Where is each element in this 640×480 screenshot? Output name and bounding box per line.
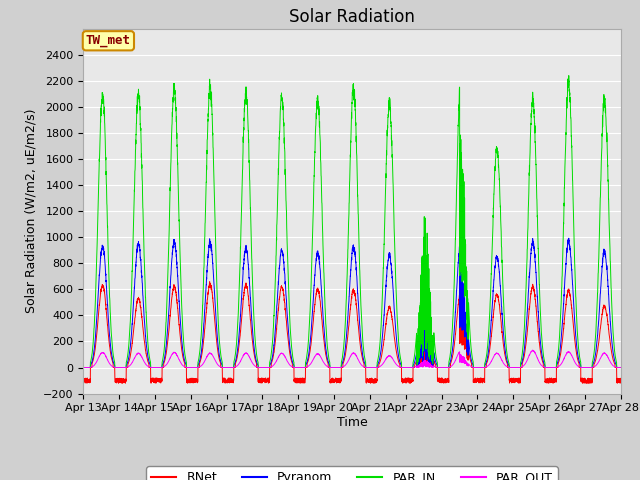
PAR_IN — [503, 349, 511, 355]
RNet — [503, 360, 511, 366]
RNet — [176, 329, 184, 335]
Pyranom — [176, 310, 184, 315]
RNet — [617, 375, 625, 381]
PAR_IN — [472, 365, 480, 371]
Line: Pyranom: Pyranom — [83, 238, 621, 368]
PAR_OUT — [616, 365, 624, 371]
RNet — [616, 376, 624, 382]
Pyranom — [79, 365, 87, 371]
Text: TW_met: TW_met — [86, 34, 131, 47]
Pyranom — [617, 365, 625, 371]
Pyranom — [443, 365, 451, 371]
Pyranom — [503, 357, 511, 362]
PAR_IN — [617, 365, 625, 371]
PAR_IN — [443, 365, 451, 371]
Line: PAR_OUT: PAR_OUT — [83, 350, 621, 368]
Pyranom — [565, 235, 573, 241]
Title: Solar Radiation: Solar Radiation — [289, 8, 415, 26]
PAR_IN — [79, 365, 87, 371]
Line: RNet: RNet — [83, 282, 621, 383]
Pyranom — [616, 365, 624, 371]
PAR_IN — [332, 365, 340, 371]
PAR_OUT — [617, 365, 625, 371]
PAR_OUT — [472, 365, 480, 371]
PAR_IN — [176, 242, 184, 248]
PAR_IN — [565, 72, 573, 78]
RNet — [473, 380, 481, 385]
Y-axis label: Solar Radiation (W/m2, uE/m2/s): Solar Radiation (W/m2, uE/m2/s) — [24, 109, 37, 313]
PAR_IN — [616, 365, 624, 371]
X-axis label: Time: Time — [337, 416, 367, 429]
PAR_OUT — [332, 365, 340, 371]
Pyranom — [332, 365, 340, 371]
Line: PAR_IN: PAR_IN — [83, 75, 621, 368]
Legend: RNet, Pyranom, PAR_IN, PAR_OUT: RNet, Pyranom, PAR_IN, PAR_OUT — [147, 467, 557, 480]
PAR_OUT — [176, 358, 184, 364]
PAR_OUT — [503, 364, 511, 370]
PAR_OUT — [529, 347, 536, 353]
RNet — [79, 379, 87, 384]
RNet — [367, 380, 374, 386]
RNet — [443, 379, 451, 385]
RNet — [206, 279, 214, 285]
PAR_OUT — [443, 365, 451, 371]
RNet — [332, 376, 340, 382]
Pyranom — [472, 365, 480, 371]
PAR_OUT — [79, 365, 87, 371]
